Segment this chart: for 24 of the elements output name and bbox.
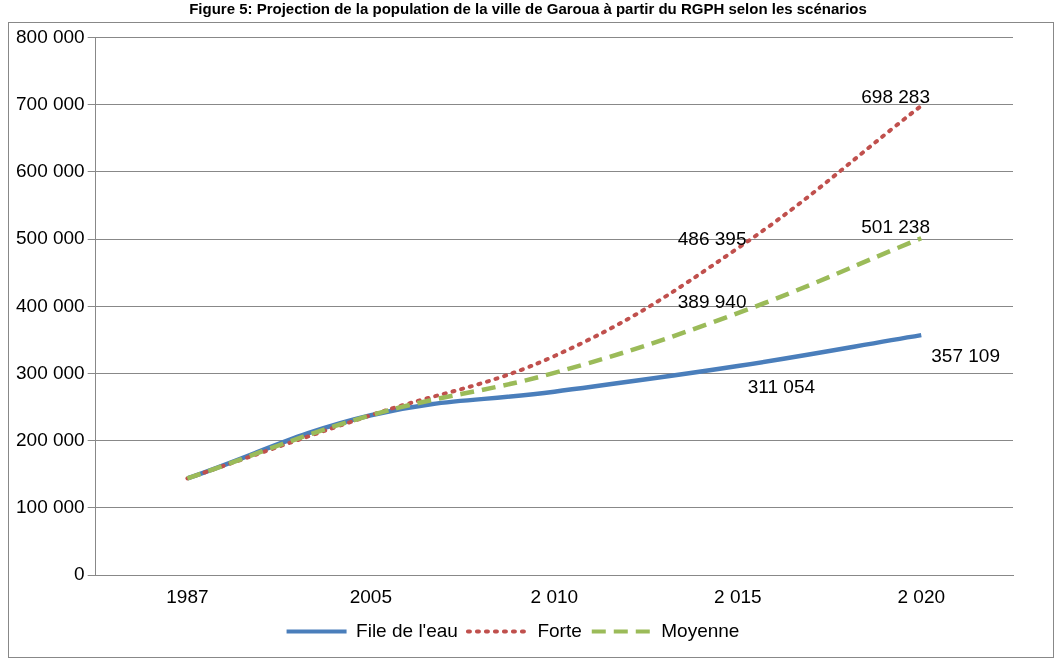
data-label: 501 238 (861, 216, 930, 238)
y-tick-label: 300 000 (15, 361, 85, 383)
y-tick-label: 500 000 (15, 227, 85, 249)
data-label: 357 109 (931, 345, 1000, 367)
data-label: 698 283 (861, 86, 930, 108)
y-tick-label: 800 000 (15, 25, 85, 47)
legend-label: Forte (537, 619, 582, 641)
x-tick-label: 2005 (349, 585, 393, 607)
chart-title: Figure 5: Projection de la population de la ville de Garoua à partir du RGPH selon les scénarios (188, 0, 868, 17)
y-tick-label: 0 (74, 563, 85, 585)
x-tick-label: 2 015 (714, 585, 762, 607)
y-tick-label: 700 000 (15, 92, 85, 114)
legend-label: Moyenne (661, 619, 740, 641)
data-label: 389 940 (677, 291, 747, 313)
y-tick-label: 100 000 (15, 496, 85, 518)
data-label: 486 395 (677, 228, 747, 250)
y-tick-label: 200 000 (15, 428, 85, 450)
data-label: 311 054 (747, 376, 816, 398)
y-tick-label: 400 000 (15, 294, 85, 316)
x-tick-label: 2 010 (530, 585, 579, 607)
x-tick-label: 2 020 (897, 585, 946, 607)
x-tick-label: 1987 (166, 585, 209, 607)
y-tick-label: 600 000 (15, 160, 85, 182)
legend-label: File de l'eau (356, 619, 458, 641)
